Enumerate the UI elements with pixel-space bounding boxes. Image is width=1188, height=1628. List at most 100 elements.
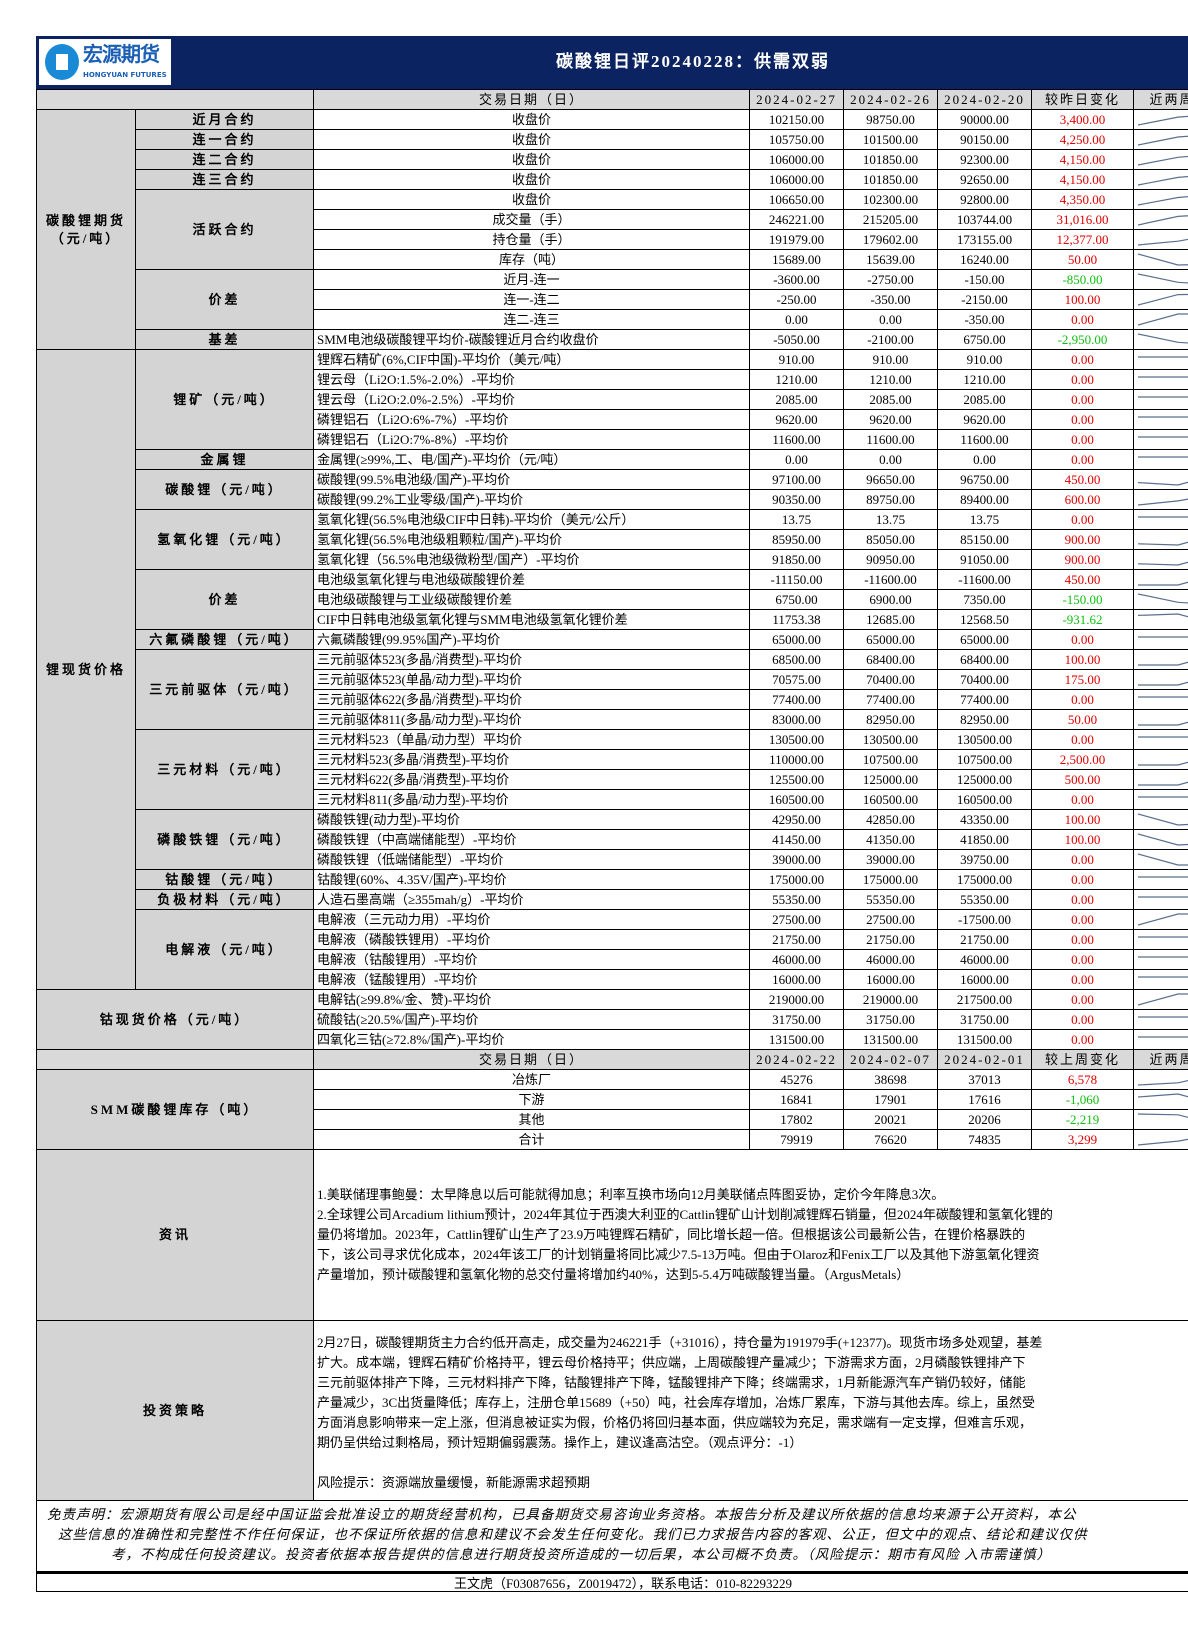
item-label: 其他 xyxy=(313,1109,750,1130)
sparkline-chart xyxy=(1138,796,1188,798)
value-cell: 16841 xyxy=(749,1089,844,1110)
item-label: 收盘价 xyxy=(313,189,750,210)
table-row: 连一合约 收盘价 105750.00 101500.00 90150.00 4,250.0… xyxy=(37,129,1188,150)
value-cell: 16240.00 xyxy=(937,249,1032,270)
trend-cell xyxy=(1133,129,1188,150)
value-cell: 70400.00 xyxy=(843,669,938,690)
trend-cell xyxy=(1133,209,1188,230)
sparkline-line xyxy=(1137,313,1188,326)
sparkline-chart xyxy=(1137,1093,1188,1098)
value-cell: 21750.00 xyxy=(843,929,938,950)
trend-cell xyxy=(1133,169,1188,190)
sparkline-chart xyxy=(1137,115,1188,126)
trend-cell xyxy=(1133,969,1188,990)
table-row: 碳酸锂（元/吨） 碳酸锂(99.5%电池级/国产)-平均价 97100.00 9665… xyxy=(37,469,1188,510)
value-cell: 92300.00 xyxy=(937,149,1032,170)
item-label: 三元前驱体622(多晶/消费型)-平均价 xyxy=(313,689,750,710)
value-cell: 2085.00 xyxy=(937,389,1032,410)
strategy-label: 投资策略 xyxy=(36,1320,314,1501)
sparkline-chart xyxy=(1137,561,1188,566)
group-label: 电解液（元/吨） xyxy=(135,909,314,990)
change-cell: 0.00 xyxy=(1031,969,1134,990)
group-label: 连三合约 xyxy=(135,169,314,190)
value-cell: 125000.00 xyxy=(937,769,1032,790)
value-cell: 55350.00 xyxy=(937,889,1032,910)
change-cell: 0.00 xyxy=(1031,349,1134,370)
group-label: 三元前驱体（元/吨） xyxy=(135,649,314,730)
item-label: 三元材料622(多晶/消费型)-平均价 xyxy=(313,769,750,790)
value-cell: 215205.00 xyxy=(843,209,938,230)
sparkline-chart xyxy=(1137,913,1188,926)
sparkline-chart xyxy=(1138,416,1188,418)
trend-cell xyxy=(1133,989,1188,1010)
item-label: 氢氧化锂(56.5%电池级CIF中日韩)-平均价（美元/公斤） xyxy=(313,509,750,530)
value-cell: 101500.00 xyxy=(843,129,938,150)
change-cell: 0.00 xyxy=(1031,1029,1134,1050)
item-label: 连二-连三 xyxy=(313,309,750,330)
value-cell: 85050.00 xyxy=(843,529,938,550)
sparkline-line xyxy=(1137,135,1188,146)
sparkline-chart xyxy=(1138,356,1188,358)
value-cell: -5050.00 xyxy=(749,329,844,350)
value-cell: 106000.00 xyxy=(749,149,844,170)
table-row: 电解液（磷酸铁锂用）-平均价 21750.00 21750.00 21750.00 0.… xyxy=(37,929,1188,950)
value-cell: 13.75 xyxy=(937,509,1032,530)
group-label: 连二合约 xyxy=(135,149,314,170)
value-cell: 31750.00 xyxy=(749,1009,844,1030)
change-cell: 900.00 xyxy=(1031,549,1134,570)
value-cell: 46000.00 xyxy=(749,949,844,970)
header-trend: 近两周 xyxy=(1133,1049,1188,1070)
change-cell: 3,400.00 xyxy=(1031,109,1134,130)
group-label: 氢氧化锂（元/吨） xyxy=(135,509,314,570)
disclaimer-line: 这些信息的准确性和完整性不作任何保证，也不保证所依据的信息和建议不会发生任何变化… xyxy=(58,1527,1088,1542)
sparkline-line xyxy=(1138,721,1188,726)
group-label: 钴酸锂（元/吨） xyxy=(135,869,314,890)
table-row: 三元材料622(多晶/消费型)-平均价 125500.00 125000.00 125… xyxy=(37,769,1188,790)
trend-cell xyxy=(1133,509,1188,530)
item-label: 四氧化三钴(≥72.8%/国产)-平均价 xyxy=(313,1029,750,1050)
sparkline-chart xyxy=(1138,516,1188,518)
trend-cell xyxy=(1133,529,1188,550)
value-cell: 9620.00 xyxy=(749,409,844,430)
item-label: 锂辉石精矿(6%,CIF中国)-平均价（美元/吨） xyxy=(313,349,750,370)
table-row: 锂现货价格 锂矿（元/吨） 锂辉石精矿(6%,CIF中国)-平均价（美元/吨） 910… xyxy=(36,349,1188,990)
value-cell: 0.00 xyxy=(749,309,844,330)
group-label: 近月合约 xyxy=(135,109,314,130)
item-label: 冶炼厂 xyxy=(313,1069,750,1090)
value-cell: 98750.00 xyxy=(843,109,938,130)
value-cell: 21750.00 xyxy=(937,929,1032,950)
trend-cell xyxy=(1133,1109,1188,1130)
item-label: 钴酸锂(60%、4.35V/国产)-平均价 xyxy=(313,869,750,890)
sparkline-chart xyxy=(1138,721,1188,726)
sparkline-chart xyxy=(1137,253,1188,266)
value-cell: 1210.00 xyxy=(749,369,844,390)
value-cell: 65000.00 xyxy=(749,629,844,650)
change-cell: 0.00 xyxy=(1031,689,1134,710)
trend-cell xyxy=(1133,889,1188,910)
change-cell: 500.00 xyxy=(1031,769,1134,790)
value-cell: 70400.00 xyxy=(937,669,1032,690)
item-label: 磷锂铝石（Li2O:6%-7%）-平均价 xyxy=(313,409,750,430)
disclaimer-line: 免责声明：宏源期货有限公司是经中国证监会批准设立的期货经营机构，已具备期货交易咨… xyxy=(47,1507,1077,1522)
strategy-line: 产量减少，3C出货量降低；库存上，注册仓单15689（+50）吨，社会库存增加，… xyxy=(317,1395,1036,1410)
value-cell: 39750.00 xyxy=(937,849,1032,870)
value-cell: 101850.00 xyxy=(843,149,938,170)
table-row: 连二-连三 0.00 0.00 -350.00 0.00 xyxy=(37,309,1188,330)
news-content: 1.美联储理事鲍曼：太早降息以后可能就得加息；利率互换市场向12月美联储点阵图妥… xyxy=(313,1149,1188,1321)
value-cell: 217500.00 xyxy=(937,989,1032,1010)
trend-cell xyxy=(1133,269,1188,290)
sparkline-line xyxy=(1137,333,1188,344)
trend-cell xyxy=(1133,469,1188,490)
value-cell: 70575.00 xyxy=(749,669,844,690)
spacer xyxy=(317,1453,1188,1473)
change-cell: 0.00 xyxy=(1031,869,1134,890)
item-label: 三元前驱体523(单晶/动力型)-平均价 xyxy=(313,669,750,690)
header-date: 2024-02-07 xyxy=(843,1049,938,1070)
value-cell: 42850.00 xyxy=(843,809,938,830)
item-label: 金属锂(≥99%,工、电/国产)-平均价（元/吨） xyxy=(313,449,750,470)
sparkline-line xyxy=(1137,215,1188,226)
trend-cell xyxy=(1133,689,1188,710)
table-row: 电解液（钴酸锂用）-平均价 46000.00 46000.00 46000.00 0.0… xyxy=(37,949,1188,970)
value-cell: 175000.00 xyxy=(843,869,938,890)
sparkline-line xyxy=(1137,175,1188,186)
